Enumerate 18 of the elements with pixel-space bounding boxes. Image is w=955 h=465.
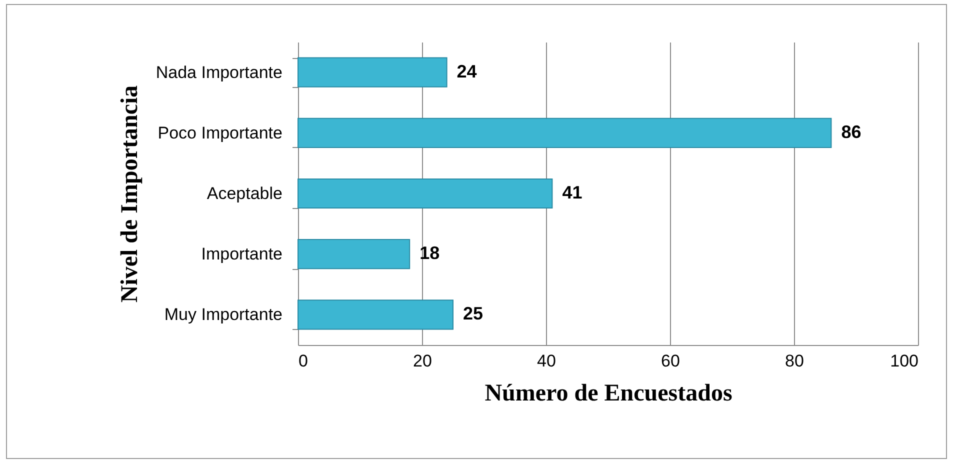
data-label: 18 [420,243,440,264]
y-tick-label: Importante [201,244,282,264]
data-label: 24 [456,61,477,82]
y-tick-label: Poco Importante [158,123,282,142]
y-tick-label: Muy Importante [164,305,282,324]
y-axis-title: Nivel de Importancia [116,85,143,303]
x-tick-label: 20 [413,352,432,370]
data-label: 41 [562,182,582,202]
data-label: 86 [841,122,862,142]
y-tick-label: Aceptable [206,184,282,203]
y-tick-label: Nada Importante [156,62,282,82]
data-label: 25 [463,304,484,324]
x-tick-label: 0 [298,352,308,370]
x-axis-title: Número de Encuestados [484,380,732,406]
x-tick-label: 80 [785,352,804,370]
x-tick-label: 60 [661,352,680,370]
x-tick-label: 100 [890,352,918,370]
x-tick-label: 40 [537,352,556,370]
